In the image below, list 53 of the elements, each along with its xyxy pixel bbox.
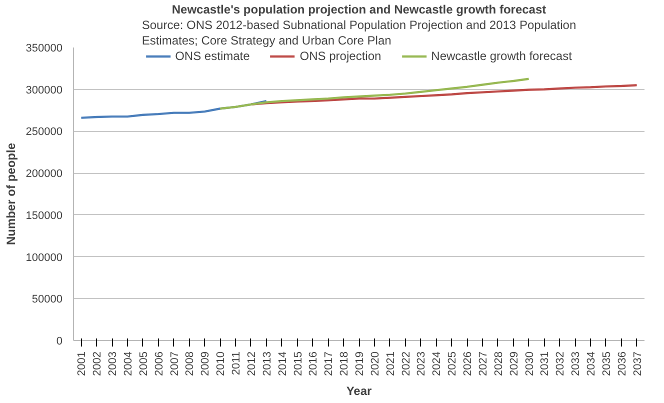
x-tick-label: 2004 xyxy=(122,351,135,376)
x-tick-label: 2013 xyxy=(261,351,274,376)
x-tick-label: 2031 xyxy=(539,351,552,376)
x-tick-label: 2009 xyxy=(200,351,212,376)
x-tick-label: 2002 xyxy=(92,351,104,376)
y-axis-title: Number of people xyxy=(4,142,18,246)
x-tick-label: 2030 xyxy=(524,351,536,376)
x-tick-label: 2027 xyxy=(477,351,490,376)
x-tick-label: 2011 xyxy=(230,352,243,376)
x-tick-label: 2035 xyxy=(600,351,613,376)
y-tick-label: 100000 xyxy=(26,252,63,264)
x-tick-label: 2037 xyxy=(632,351,644,376)
x-tick-label: 2008 xyxy=(184,351,196,376)
y-tick-label: 200000 xyxy=(26,168,63,180)
legend-label: ONS estimate xyxy=(175,49,250,63)
x-tick-label: 2015 xyxy=(292,351,304,376)
y-tick-label: 50000 xyxy=(32,294,63,306)
line-series xyxy=(219,78,530,110)
x-tick-label: 2006 xyxy=(153,351,166,376)
x-tick-label: 2032 xyxy=(554,351,567,376)
x-tick-label: 2028 xyxy=(492,351,505,376)
y-tick-label: 150000 xyxy=(26,210,63,222)
x-axis-title: Year xyxy=(346,384,372,398)
x-tick-label: 2025 xyxy=(446,351,459,376)
x-tick-label: 2020 xyxy=(369,351,382,376)
y-tick-label: 300000 xyxy=(26,84,63,96)
y-tick-label: 0 xyxy=(56,336,63,348)
x-tick-label: 2017 xyxy=(323,351,336,376)
y-tick-label: 350000 xyxy=(26,42,63,54)
x-tick-label: 2021 xyxy=(384,351,397,376)
x-tick-label: 2022 xyxy=(400,351,412,376)
x-tick-label: 2016 xyxy=(308,351,320,376)
legend-label: Newcastle growth forecast xyxy=(431,49,572,63)
x-tick-label: 2001 xyxy=(76,351,88,376)
x-tick-label: 2019 xyxy=(354,351,366,376)
x-tick-label: 2024 xyxy=(431,351,444,376)
chart-title: Newcastle's population projection and Newcastle growth forecast xyxy=(172,2,546,16)
x-tick-label: 2007 xyxy=(168,351,181,376)
x-tick-label: 2026 xyxy=(462,351,474,376)
x-tick-label: 2036 xyxy=(616,351,628,376)
y-tick-label: 250000 xyxy=(26,126,63,138)
x-tick-label: 2018 xyxy=(338,351,351,376)
x-tick-label: 2029 xyxy=(508,351,520,376)
x-tick-label: 2033 xyxy=(570,351,582,376)
x-tick-label: 2003 xyxy=(107,351,120,376)
x-tick-label: 2010 xyxy=(215,351,228,376)
x-tick-label: 2012 xyxy=(246,351,258,376)
x-tick-label: 2005 xyxy=(138,351,150,376)
x-tick-label: 2023 xyxy=(416,351,428,376)
x-tick-label: 2034 xyxy=(585,351,598,376)
x-tick-label: 2014 xyxy=(276,351,289,376)
legend-label: ONS projection xyxy=(300,49,382,63)
chart-subtitle: Source: ONS 2012-based Subnational Population Projection and 2013 Population Estimates; Core Strategy and Urban Core Plan xyxy=(142,18,576,48)
